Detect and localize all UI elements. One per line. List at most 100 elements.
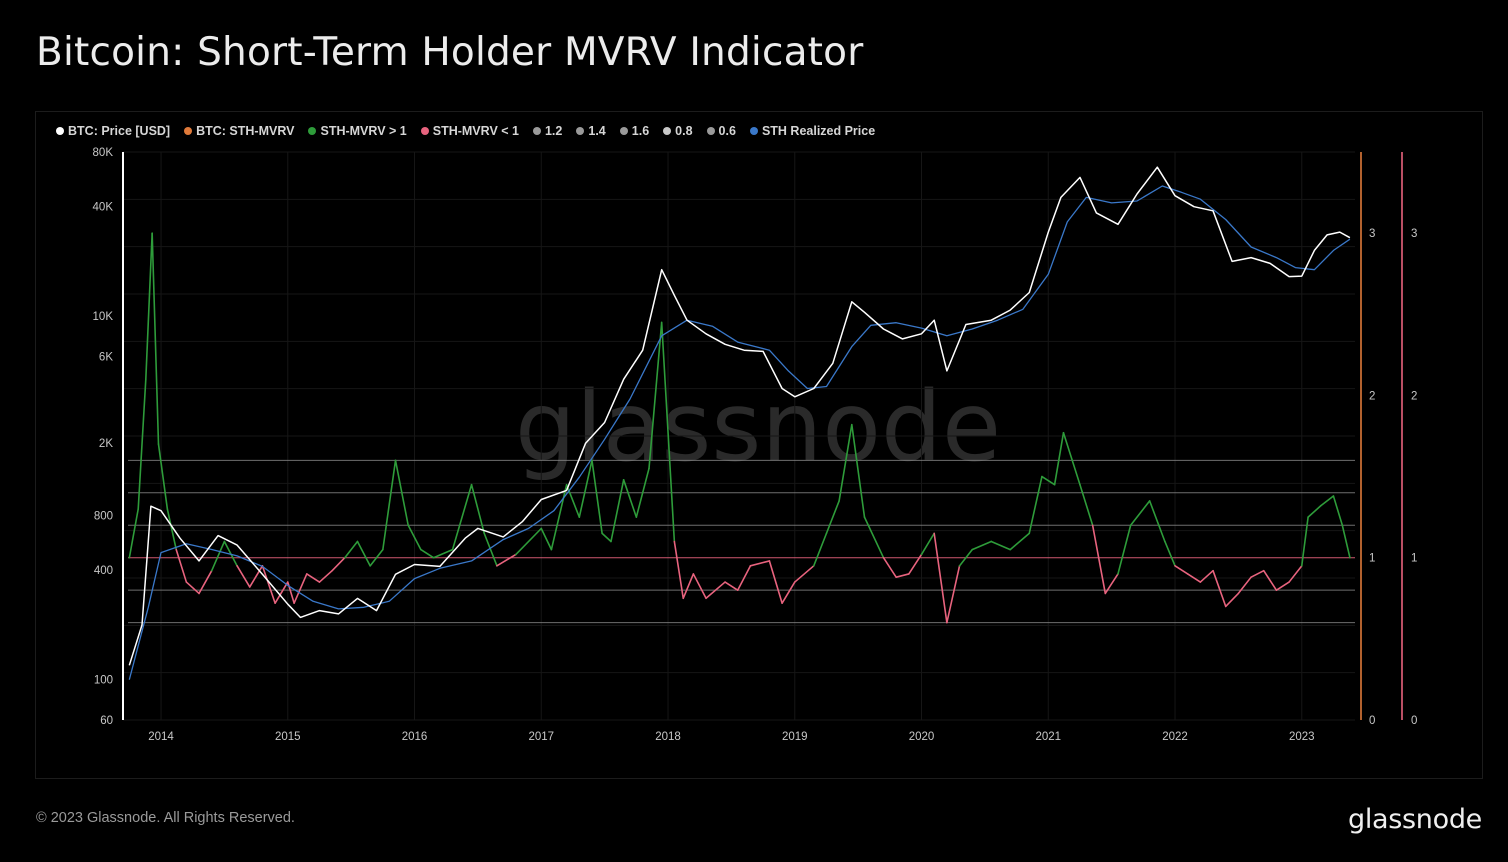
- legend-label: 1.4: [588, 124, 606, 138]
- x-tick-label: 2019: [782, 731, 808, 743]
- mvrv-segment: [682, 573, 695, 600]
- mvrv-segment: [137, 378, 147, 510]
- legend-label: STH-MVRV > 1: [320, 124, 407, 138]
- mvrv-segment: [1237, 576, 1252, 595]
- mvrv-segment: [990, 540, 1012, 551]
- mvrv-segment: [483, 532, 498, 567]
- mvrv-segment: [1009, 532, 1031, 551]
- legend-item-sth-realized-price[interactable]: STH Realized Price: [749, 123, 876, 139]
- mvrv-segment: [895, 573, 910, 578]
- mvrv-segment: [394, 459, 409, 527]
- legend-item-level-1-6[interactable]: 1.6: [619, 123, 650, 139]
- mvrv-segment: [1041, 475, 1056, 486]
- brand-logo[interactable]: glassnode: [1347, 804, 1482, 835]
- realized-price-series-group: [128, 185, 1351, 680]
- x-tick-label: 2020: [909, 731, 935, 743]
- legend-item-sth-mvrv[interactable]: BTC: STH-MVRV: [184, 123, 294, 139]
- sth-realized-price-line: [128, 185, 1351, 680]
- mvrv-segment: [1148, 500, 1166, 543]
- mvrv-segment: [1164, 540, 1176, 567]
- mvrv-segment: [578, 459, 593, 518]
- mvrv-segment: [1319, 495, 1335, 507]
- mvrv-segment: [261, 565, 276, 604]
- mvrv-segment: [550, 483, 568, 551]
- mvrv-segment: [812, 532, 828, 567]
- legend-item-level-0-8[interactable]: 0.8: [663, 123, 693, 139]
- x-tick-label: 2015: [275, 731, 301, 743]
- legend-label: BTC: STH-MVRV: [196, 124, 295, 138]
- mvrv-segment: [166, 508, 178, 551]
- legend-label: 1.6: [631, 124, 650, 138]
- mvrv-segment: [673, 540, 685, 600]
- mvrv-segment: [356, 540, 371, 567]
- mvrv-segment: [432, 548, 454, 559]
- mvrv-segment: [565, 483, 581, 518]
- legend-item-price[interactable]: BTC: Price [USD]: [56, 123, 170, 139]
- mvrv-segment: [1174, 565, 1189, 575]
- threshold-lines: [128, 459, 1355, 624]
- mvrv-segment: [749, 560, 771, 567]
- page-title: Bitcoin: Short-Term Holder MVRV Indicato…: [36, 30, 864, 75]
- legend-label: STH Realized Price: [761, 124, 876, 138]
- mvrv-segment: [1224, 592, 1240, 608]
- mvrv-segment: [382, 459, 397, 551]
- mvrv-segment: [705, 581, 726, 600]
- y-left-tick-label: 2K: [99, 438, 113, 450]
- y-right-tick-label: 0: [1369, 715, 1375, 727]
- legend-dot: [619, 127, 628, 135]
- x-tick-label: 2022: [1162, 731, 1188, 743]
- legend-item-level-1-4[interactable]: 1.4: [576, 123, 606, 139]
- mvrv-segment: [331, 556, 346, 572]
- mvrv-segment: [540, 527, 553, 551]
- mvrv-series-group: [128, 232, 1351, 624]
- mvrv-segment: [958, 548, 974, 567]
- mvrv-segment: [1129, 500, 1151, 527]
- mvrv-segment: [451, 483, 473, 551]
- mvrv-segment: [692, 573, 707, 600]
- legend-label: 1.2: [544, 124, 563, 138]
- mvrv-segment: [1212, 569, 1227, 608]
- mvrv-segment: [305, 573, 321, 583]
- mvrv-segment: [145, 232, 153, 381]
- mvrv-segment: [248, 565, 264, 588]
- legend-dot: [663, 127, 672, 135]
- mvrv-segment: [1199, 569, 1214, 583]
- y-right-tick-label: 1: [1369, 553, 1375, 565]
- x-tick-label: 2021: [1035, 731, 1061, 743]
- legend-dot: [308, 127, 317, 135]
- mvrv-segment: [1186, 573, 1202, 583]
- y-left-tick-label: 800: [94, 511, 113, 523]
- mvrv-segment: [344, 540, 359, 559]
- mvrv-segment: [420, 548, 435, 559]
- mvrv-segment: [1307, 504, 1322, 518]
- mvrv-segment: [1250, 569, 1265, 578]
- legend-item-level-0-6[interactable]: 0.6: [706, 123, 736, 139]
- y-right2-tick-label: 0: [1411, 715, 1417, 727]
- y-left-tick-label: 40K: [93, 202, 114, 214]
- mvrv-segment: [496, 553, 517, 567]
- x-tick-label: 2023: [1289, 731, 1315, 743]
- mvrv-segment: [128, 508, 140, 559]
- legend-item-mvrv-above[interactable]: STH-MVRV > 1: [308, 123, 407, 139]
- y-left-tick-label: 60: [100, 715, 113, 727]
- axes: 80K 40K 10K 6K 2K 800 400 100 60 3 2 1 0 3 2 1 0 2014 2015…: [93, 147, 1418, 743]
- mvrv-segment: [318, 569, 333, 583]
- grid-lines: [123, 151, 1355, 721]
- legend-item-mvrv-below[interactable]: STH-MVRV < 1: [420, 123, 519, 139]
- mvrv-segment: [825, 500, 840, 535]
- mvrv-segment: [1053, 431, 1065, 486]
- y-left-tick-label: 100: [94, 675, 113, 687]
- mvrv-segment: [946, 565, 961, 624]
- mvrv-segment: [622, 479, 638, 518]
- mvrv-segment: [185, 581, 200, 595]
- mvrv-segment: [1262, 569, 1278, 591]
- chart-legend: BTC: Price [USD] BTC: STH-MVRV STH-MVRV …: [56, 123, 875, 139]
- legend-item-level-1-2[interactable]: 1.2: [532, 123, 563, 139]
- legend-label: BTC: Price [USD]: [68, 124, 171, 138]
- watermark: glassnode: [515, 371, 1001, 483]
- mvrv-segment: [175, 548, 188, 583]
- mvrv-segment: [863, 516, 885, 559]
- y-right2-tick-label: 3: [1411, 228, 1417, 240]
- mvrv-segment: [660, 321, 676, 543]
